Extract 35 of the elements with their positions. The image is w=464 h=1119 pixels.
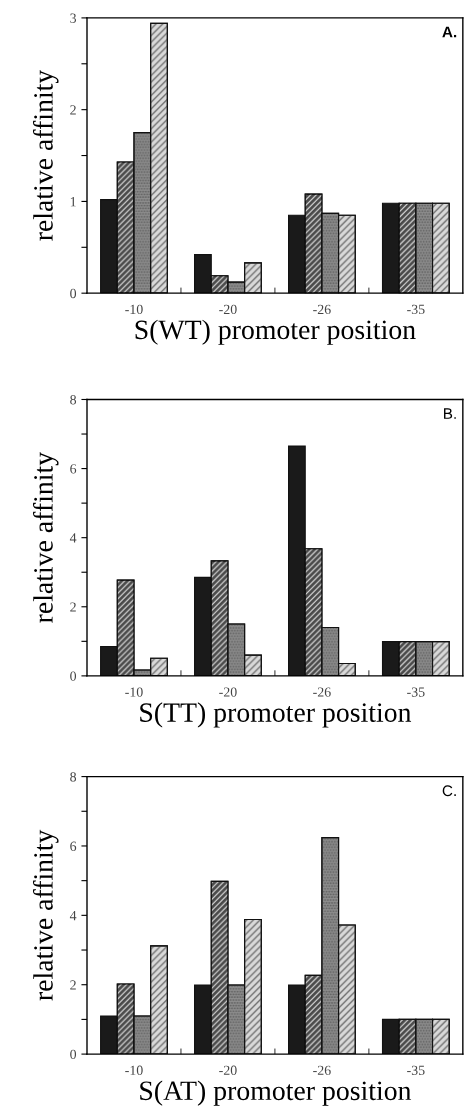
x-tick-label: -20: [219, 304, 237, 315]
x-tick-label: -35: [407, 687, 425, 697]
y-tick-label: 3: [70, 13, 77, 23]
annotation: C.: [442, 785, 456, 797]
y-tick-label: 6: [70, 841, 77, 851]
y-tick-label: 6: [70, 464, 77, 474]
x-tick-label: -26: [313, 687, 331, 697]
x-tick-label: -20: [219, 687, 237, 697]
x-tick-label: -35: [407, 304, 425, 315]
y-axis-title: relative affinity: [32, 452, 59, 623]
y-tick-label: 1: [70, 197, 76, 207]
x-axis-title: S(TT) promoter position: [140, 702, 412, 728]
y-axis-title: relative affinity: [32, 829, 59, 1001]
x-tick-label: -26: [313, 1065, 331, 1075]
y-tick-label: 0: [70, 288, 77, 299]
y-axis-title: relative affinity: [32, 69, 59, 241]
x-axis-title: S(WT) promoter position: [135, 319, 416, 345]
x-tick-label: -10: [125, 687, 143, 697]
x-tick-label: -26: [313, 304, 331, 315]
y-tick-label: 4: [69, 533, 77, 543]
y-tick-label: 0: [70, 671, 77, 681]
annotation: A.: [442, 26, 457, 38]
x-tick-label: -10: [125, 1065, 143, 1075]
y-tick-label: 0: [70, 1049, 77, 1060]
y-tick-label: 8: [70, 395, 77, 405]
x-axis-title: S(AT) promoter position: [140, 1080, 412, 1106]
y-tick-label: 2: [70, 105, 76, 115]
x-tick-label: -10: [125, 304, 143, 315]
y-tick-label: 2: [70, 602, 76, 612]
y-tick-label: 8: [70, 772, 77, 782]
x-tick-label: -35: [407, 1065, 425, 1075]
annotation: B.: [444, 408, 456, 419]
y-tick-label: 2: [70, 980, 76, 990]
y-tick-label: 4: [69, 911, 77, 921]
x-tick-label: -20: [219, 1065, 237, 1075]
